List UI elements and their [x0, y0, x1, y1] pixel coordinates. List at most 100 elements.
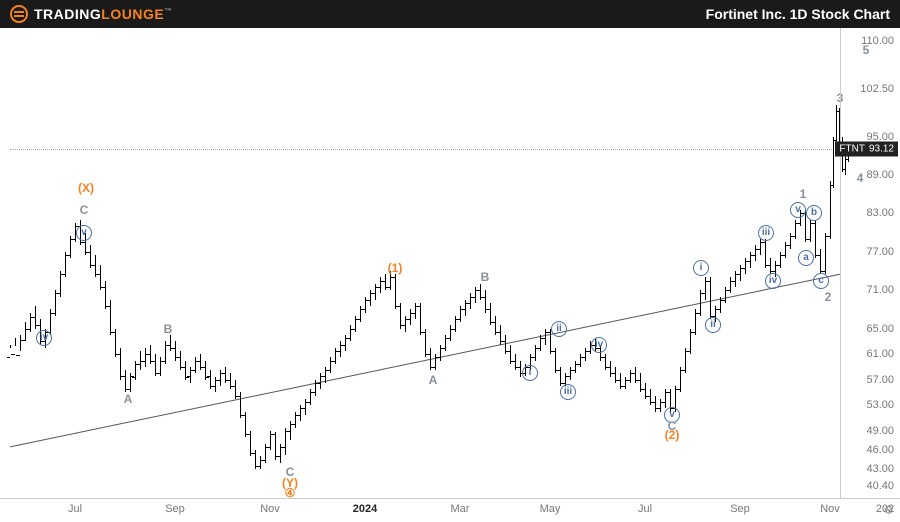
wave-label: iii: [758, 225, 774, 241]
ohlc-bar: [405, 316, 406, 332]
wave-label: B: [164, 322, 173, 336]
ohlc-bar: [730, 277, 731, 293]
ohlc-bar: [500, 325, 501, 344]
y-tick: 40.40: [866, 480, 894, 492]
ohlc-bar: [765, 239, 766, 268]
ohlc-bar: [480, 284, 481, 300]
ohlc-bar: [790, 233, 791, 249]
y-tick: 53.00: [866, 399, 894, 411]
ohlc-bar: [320, 373, 321, 389]
ohlc-bar: [415, 303, 416, 319]
logo-text: TRADINGLOUNGE™: [34, 6, 173, 22]
ohlc-bar: [135, 361, 136, 380]
y-tick: 110.00: [861, 35, 894, 47]
ohlc-bar: [640, 373, 641, 392]
ohlc-bar: [550, 329, 551, 355]
ohlc-bar: [635, 367, 636, 383]
ohlc-bar: [820, 249, 821, 275]
ohlc-bar: [700, 290, 701, 316]
y-tick: 71.00: [866, 284, 894, 296]
ohlc-bar: [240, 392, 241, 418]
ohlc-bar: [615, 367, 616, 383]
ohlc-bar: [455, 316, 456, 332]
y-tick: 77.00: [866, 246, 894, 258]
ohlc-bar: [440, 345, 441, 361]
ohlc-bar: [325, 367, 326, 383]
ohlc-bar: [485, 290, 486, 312]
ohlc-bar: [110, 300, 111, 335]
wave-label: v: [76, 225, 92, 241]
ohlc-bar: [695, 309, 696, 335]
ohlc-bar: [810, 220, 811, 242]
x-tick: Sep: [165, 503, 185, 515]
ohlc-bar: [755, 245, 756, 261]
chart-area[interactable]: ivvC(X)ABC(Y)④(1)ABiiiiiiivvC(2)iiiiiiiv…: [0, 28, 900, 498]
price-badge: FTNT93.12: [835, 141, 898, 156]
ohlc-bar: [60, 271, 61, 297]
x-tick: Nov: [260, 503, 280, 515]
ohlc-bar: [20, 335, 21, 351]
ohlc-bar: [215, 377, 216, 393]
ohlc-bar: [55, 290, 56, 316]
ohlc-bar: [410, 309, 411, 325]
ohlc-bar: [10, 345, 11, 348]
trendline: [10, 28, 840, 498]
ohlc-bar: [825, 233, 826, 275]
y-axis: 110.00102.5095.0089.0083.0077.0071.0065.…: [840, 28, 900, 498]
wave-label: iv: [765, 273, 781, 289]
ohlc-bar: [570, 367, 571, 380]
ohlc-bar: [580, 354, 581, 367]
ohlc-bar: [645, 383, 646, 399]
ohlc-bar: [740, 265, 741, 281]
ohlc-bar: [760, 239, 761, 255]
ohlc-bar: [545, 329, 546, 345]
ohlc-bar: [815, 220, 816, 258]
ohlc-bar: [165, 341, 166, 363]
x-tick: May: [540, 503, 561, 515]
y-tick: 49.00: [866, 425, 894, 437]
ohlc-bar: [560, 367, 561, 386]
wave-label: c: [813, 273, 829, 289]
wave-label: v: [790, 202, 806, 218]
ohlc-bar: [515, 354, 516, 370]
plot-region[interactable]: ivvC(X)ABC(Y)④(1)ABiiiiiiivvC(2)iiiiiiiv…: [10, 28, 840, 498]
ohlc-bar: [830, 181, 831, 239]
ohlc-bar: [230, 373, 231, 389]
ohlc-bar: [430, 348, 431, 370]
ohlc-bar: [270, 431, 271, 450]
ohlc-bar: [25, 322, 26, 341]
ohlc-bar: [720, 297, 721, 313]
ohlc-bar: [170, 335, 171, 351]
y-tick: 102.50: [860, 83, 894, 95]
ohlc-bar: [725, 287, 726, 303]
ohlc-bar: [685, 348, 686, 374]
ohlc-bar: [225, 367, 226, 383]
wave-label: ii: [551, 321, 567, 337]
ohlc-bar: [30, 313, 31, 332]
ohlc-bar: [355, 316, 356, 332]
ohlc-bar: [95, 255, 96, 277]
wave-label: (1): [388, 261, 403, 275]
header-bar: TRADINGLOUNGE™ Fortinet Inc. 1D Stock Ch…: [0, 0, 900, 28]
wave-label: A: [124, 392, 133, 406]
wave-label: a: [798, 250, 814, 266]
ohlc-bar: [385, 274, 386, 290]
ohlc-bar: [785, 242, 786, 258]
ohlc-bar: [15, 338, 16, 346]
x-tick: 2024: [353, 503, 377, 515]
ohlc-bar: [220, 370, 221, 386]
ohlc-bar: [160, 357, 161, 376]
ohlc-bar: [375, 284, 376, 300]
y-tick: 57.00: [866, 374, 894, 386]
ohlc-bar: [255, 450, 256, 469]
ohlc-bar: [735, 271, 736, 287]
ohlc-bar: [90, 245, 91, 267]
ohlc-bar: [360, 306, 361, 322]
ohlc-bar: [445, 335, 446, 351]
ohlc-bar: [285, 428, 286, 455]
ohlc-bar: [295, 412, 296, 428]
logo-icon: [10, 5, 28, 23]
ohlc-bar: [660, 399, 661, 412]
x-tick: 202: [876, 503, 894, 515]
ohlc-bar: [350, 325, 351, 341]
